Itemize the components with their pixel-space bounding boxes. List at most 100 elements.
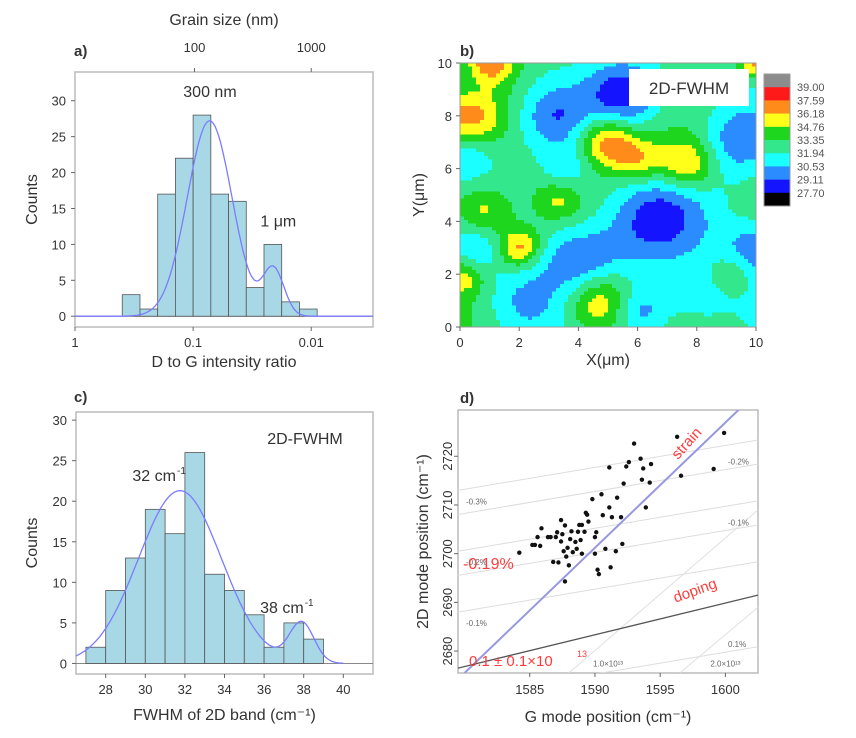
heatmap-cell xyxy=(600,77,605,82)
heatmap-cell xyxy=(724,280,729,285)
heatmap-cell xyxy=(544,244,549,250)
heatmap-cell xyxy=(624,116,629,121)
heatmap-cell xyxy=(588,209,593,214)
heatmap-cell xyxy=(512,248,517,253)
heatmap-cell xyxy=(512,316,517,321)
heatmap-cell xyxy=(684,112,689,118)
heatmap-cell xyxy=(628,116,633,121)
heatmap-cell xyxy=(664,109,669,114)
heatmap-cell xyxy=(476,223,481,228)
heatmap-cell xyxy=(632,262,637,267)
heatmap-cell xyxy=(680,134,685,139)
heatmap-cell xyxy=(508,87,513,93)
heatmap-cell xyxy=(588,262,593,267)
heatmap-cell xyxy=(468,248,473,253)
heatmap-cell xyxy=(480,148,485,153)
heatmap-cell xyxy=(464,102,469,107)
heatmap-cell xyxy=(464,209,469,214)
heatmap-cell xyxy=(644,184,649,189)
heatmap-cell xyxy=(668,234,673,239)
heatmap-cell xyxy=(576,66,581,71)
heatmap-cell xyxy=(492,63,497,68)
heatmap-cell xyxy=(704,141,709,146)
heatmap-cell xyxy=(716,187,721,193)
heatmap-cell xyxy=(680,280,685,285)
heatmap-cell xyxy=(568,227,573,232)
heatmap-cell xyxy=(516,230,521,235)
heatmap-cell xyxy=(552,162,557,168)
heatmap-cell xyxy=(700,237,705,242)
heatmap-cell xyxy=(556,112,561,118)
heatmap-cell xyxy=(576,195,581,200)
heatmap-cell xyxy=(544,298,549,303)
heatmap-cell xyxy=(520,173,525,178)
heatmap-cell xyxy=(552,87,557,93)
heatmap-cell xyxy=(608,234,613,239)
heatmap-cell xyxy=(628,262,633,267)
heatmap-cell xyxy=(564,98,569,103)
heatmap-cell xyxy=(528,80,533,86)
heatmap-cell xyxy=(688,152,693,157)
heatmap-cell xyxy=(464,152,469,157)
heatmap-cell xyxy=(576,134,581,139)
heatmap-cell xyxy=(612,198,617,203)
heatmap-cell xyxy=(624,102,629,107)
heatmap-cell xyxy=(560,273,565,278)
heatmap-cell xyxy=(612,130,617,135)
heatmap-cell xyxy=(576,223,581,228)
heatmap-cell xyxy=(616,198,621,203)
heatmap-cell xyxy=(592,312,597,317)
heatmap-cell xyxy=(520,66,525,71)
heatmap-cell xyxy=(532,227,537,232)
heatmap-cell xyxy=(512,137,517,143)
heatmap-cell xyxy=(512,166,517,171)
heatmap-cell xyxy=(616,177,621,182)
heatmap-cell xyxy=(556,237,561,242)
heatmap-cell xyxy=(544,255,549,260)
heatmap-cell xyxy=(484,184,489,189)
heatmap-cell xyxy=(700,223,705,228)
heatmap-cell xyxy=(560,180,565,185)
heatmap-cell xyxy=(468,98,473,103)
heatmap-cell xyxy=(588,91,593,96)
heatmap-cell xyxy=(696,323,701,328)
heatmap-cell xyxy=(516,134,521,139)
heatmap-cell xyxy=(528,91,533,96)
heatmap-cell xyxy=(564,302,569,307)
heatmap-cell xyxy=(616,244,621,250)
heatmap-cell xyxy=(636,137,641,143)
heatmap-cell xyxy=(480,91,485,96)
heatmap-cell xyxy=(476,63,481,68)
heatmap-cell xyxy=(584,266,589,271)
heatmap-cell xyxy=(540,184,545,189)
heatmap-cell xyxy=(524,209,529,214)
heatmap-cell xyxy=(464,241,469,246)
heatmap-cell xyxy=(584,234,589,239)
heatmap-cell xyxy=(648,309,653,314)
heatmap-cell xyxy=(556,298,561,303)
heatmap-cell xyxy=(592,166,597,171)
heatmap-cell xyxy=(548,91,553,96)
heatmap-cell xyxy=(600,244,605,250)
heatmap-cell xyxy=(460,212,465,218)
heatmap-cell xyxy=(544,319,549,325)
heatmap-cell xyxy=(552,177,557,182)
heatmap-cell xyxy=(692,177,697,182)
heatmap-cell xyxy=(700,130,705,135)
heatmap-cell xyxy=(612,87,617,93)
heatmap-cell xyxy=(704,152,709,157)
heatmap-cell xyxy=(664,252,669,257)
heatmap-cell xyxy=(724,216,729,221)
heatmap-cell xyxy=(552,255,557,260)
heatmap-cell xyxy=(640,319,645,325)
heatmap-cell xyxy=(620,137,625,143)
heatmap-cell xyxy=(588,202,593,207)
heatmap-cell xyxy=(600,223,605,228)
heatmap-cell xyxy=(616,269,621,275)
heatmap-cell xyxy=(660,123,665,128)
heatmap-cell xyxy=(652,120,657,125)
heatmap-cell xyxy=(640,148,645,153)
heatmap-cell xyxy=(500,91,505,96)
heatmap-cell xyxy=(572,137,577,143)
heatmap-cell xyxy=(632,141,637,146)
